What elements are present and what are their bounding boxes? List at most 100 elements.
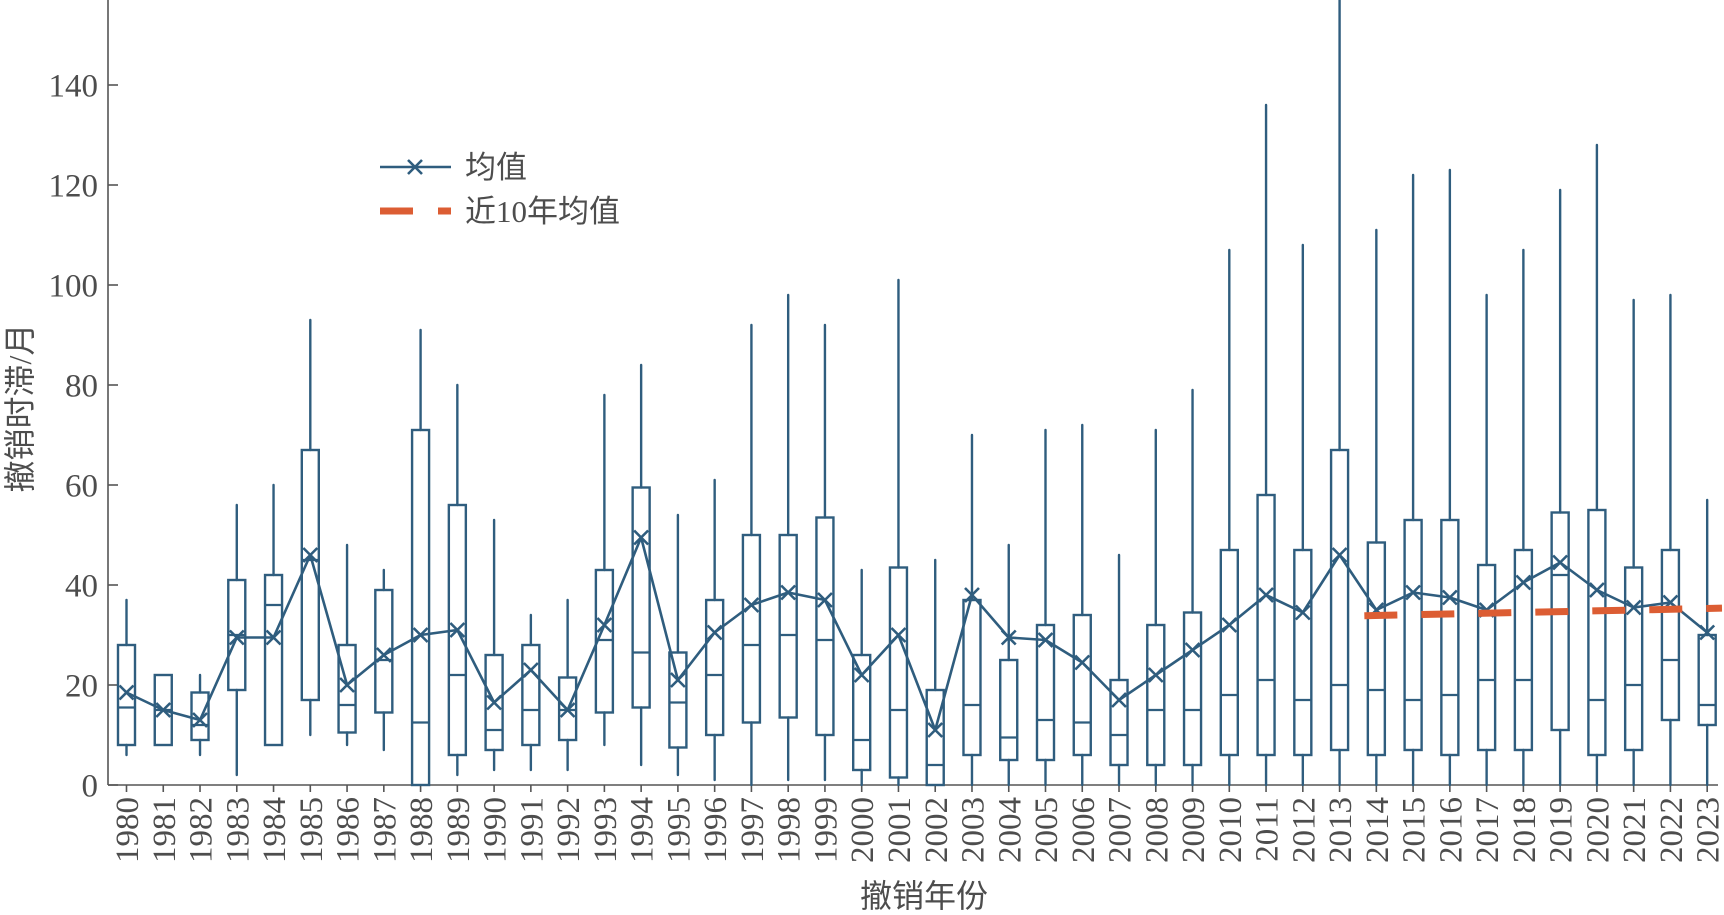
box-group-2004 — [999, 543, 1019, 787]
mean-marker-1994 — [633, 529, 650, 546]
box-2013 — [1329, 448, 1350, 752]
box-2006 — [1072, 613, 1092, 757]
box-group-1983 — [227, 503, 247, 777]
box-2019 — [1550, 511, 1570, 732]
box-group-1992 — [557, 598, 578, 772]
x-tick-label-2003: 2003 — [956, 797, 992, 863]
x-tick-label-2001: 2001 — [882, 797, 918, 863]
x-tick-label-1983: 1983 — [220, 797, 256, 863]
box-1999 — [815, 516, 835, 737]
x-tick-label-2022: 2022 — [1654, 797, 1690, 863]
box-group-1986 — [337, 543, 357, 747]
box-2023 — [1697, 633, 1717, 727]
mean-marker-1986 — [339, 677, 355, 693]
box-group-2014 — [1366, 228, 1387, 787]
box-group-2022 — [1660, 293, 1681, 787]
mean-marker-2007 — [1111, 692, 1127, 708]
mean-marker-1999 — [817, 592, 833, 608]
mean-marker-1982 — [192, 712, 208, 728]
x-tick-label-1994: 1994 — [625, 797, 661, 863]
box-2004 — [999, 658, 1019, 762]
mean-marker-1989 — [449, 622, 466, 638]
legend-item-mean: 均值 — [380, 150, 527, 185]
mean-marker-2002 — [927, 722, 944, 738]
box-group-2002 — [925, 558, 945, 787]
box-2001 — [888, 566, 909, 779]
box-group-2010 — [1219, 248, 1240, 787]
box-1994 — [631, 486, 651, 709]
x-tick-label-2020: 2020 — [1580, 797, 1616, 863]
y-tick-label: 0 — [82, 769, 99, 805]
box-group-1994 — [631, 363, 651, 767]
box-1988 — [410, 428, 431, 787]
mean-marker-2010 — [1221, 617, 1238, 633]
x-tick-label-2011: 2011 — [1250, 797, 1286, 862]
box-2018 — [1513, 548, 1534, 752]
mean-marker-2013 — [1331, 547, 1348, 563]
box-2000 — [852, 653, 872, 772]
box-group-2017 — [1476, 293, 1497, 787]
recent-10yr-mean-line — [1364, 604, 1723, 620]
box-2022 — [1660, 548, 1681, 722]
legend-mean-x-marker — [407, 159, 423, 175]
box-group-2003 — [962, 433, 982, 787]
mean-marker-1992 — [559, 702, 576, 718]
x-tick-label-1995: 1995 — [661, 797, 697, 863]
box-group-1991 — [521, 613, 541, 772]
box-group-2007 — [1109, 553, 1129, 787]
x-tick-label-2010: 2010 — [1213, 797, 1249, 863]
mean-marker-1998 — [780, 584, 797, 601]
box-group-1995 — [668, 513, 688, 777]
box-group-2009 — [1182, 388, 1203, 787]
box-1992 — [557, 676, 578, 742]
box-group-1996 — [704, 478, 725, 782]
box-1990 — [484, 653, 504, 752]
mean-line — [125, 536, 1709, 732]
box-group-2023 — [1697, 498, 1717, 787]
box-group-2013 — [1329, 0, 1350, 787]
y-tick-label: 140 — [49, 69, 99, 105]
mean-marker-1991 — [522, 662, 539, 678]
x-tick-label-2015: 2015 — [1397, 797, 1433, 863]
x-tick-label-1999: 1999 — [808, 797, 844, 863]
mean-marker-2004 — [1000, 629, 1017, 646]
box-group-2011 — [1256, 103, 1276, 787]
x-tick-label-2002: 2002 — [919, 797, 955, 863]
mean-marker-2003 — [964, 587, 980, 603]
mean-marker-1993 — [596, 617, 613, 633]
box-group-2019 — [1550, 188, 1570, 787]
y-tick-label: 120 — [49, 169, 99, 205]
x-tick-label-1998: 1998 — [772, 797, 808, 863]
mean-marker-1988 — [412, 627, 429, 643]
box-group-2008 — [1146, 428, 1166, 787]
mean-marker-1981 — [155, 702, 172, 718]
x-tick-label-2005: 2005 — [1029, 797, 1065, 863]
y-tick-label: 60 — [65, 469, 98, 505]
x-ticks: 1980 1981 1982 1983 1984 1985 1986 1987 1988 1989… — [110, 785, 1724, 863]
mean-marker-2015 — [1405, 584, 1422, 601]
mean-marker-2023 — [1699, 624, 1716, 641]
x-tick-label-1990: 1990 — [478, 797, 514, 863]
plot-area — [116, 0, 1723, 787]
box-group-2005 — [1035, 428, 1056, 787]
legend-item-recent-10yr-mean: 近10年均值 — [380, 194, 620, 229]
mean-marker-2001 — [890, 627, 907, 643]
box-group-2012 — [1293, 243, 1313, 787]
box-group-1980 — [116, 598, 137, 757]
box-group-1989 — [447, 383, 468, 777]
box-group-1985 — [300, 318, 320, 737]
x-tick-label-1996: 1996 — [698, 797, 734, 863]
x-tick-label-1981: 1981 — [147, 797, 183, 863]
x-tick-label-1980: 1980 — [110, 797, 146, 863]
box-group-2016 — [1440, 168, 1460, 787]
box-2014 — [1366, 541, 1387, 757]
y-ticks: 0 20 40 60 80 100 120 140 — [49, 69, 118, 805]
mean-marker-2018 — [1515, 574, 1532, 591]
box-group-2001 — [888, 278, 909, 787]
mean-marker-2009 — [1184, 642, 1201, 658]
y-tick-label: 100 — [49, 269, 99, 305]
box-2021 — [1623, 566, 1644, 752]
box-1998 — [778, 533, 798, 719]
x-tick-label-1986: 1986 — [331, 797, 367, 863]
mean-marker-1980 — [118, 684, 135, 701]
